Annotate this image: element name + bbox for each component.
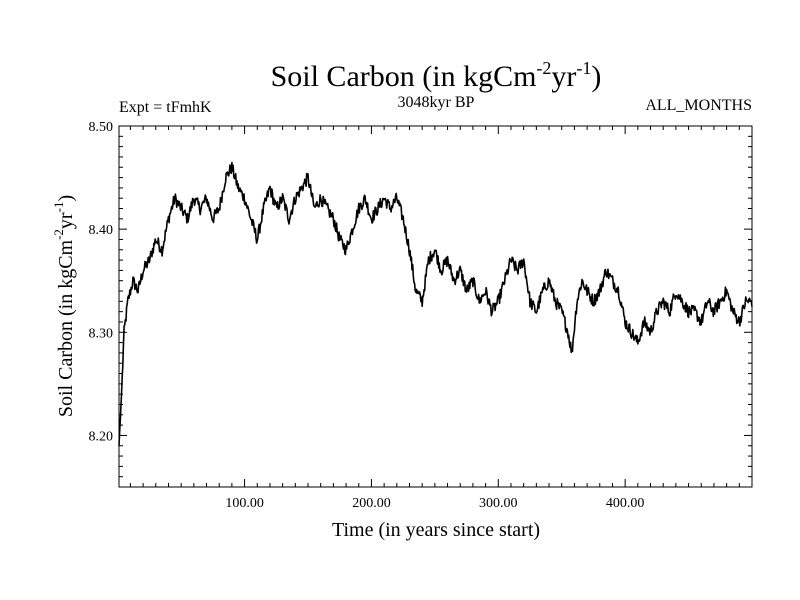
y-axis-label: Soil Carbon (in kgCm-2yr-1): [51, 195, 77, 417]
x-tick-label: 400.00: [606, 496, 645, 511]
y-tick-label: 8.20: [89, 429, 114, 444]
subtitle-experiment: Expt = tFmhK: [119, 99, 212, 116]
minor-ticks: [119, 126, 752, 487]
y-tick-label: 8.40: [89, 223, 114, 238]
subtitle-months: ALL_MONTHS: [645, 97, 752, 114]
subtitle-period: 3048kyr BP: [398, 94, 475, 111]
x-axis-ticks: 100.00 200.00 300.00 400.00: [225, 126, 644, 511]
y-tick-label: 8.50: [89, 120, 114, 135]
x-tick-label: 100.00: [225, 496, 264, 511]
y-axis-ticks: 8.20 8.30 8.40 8.50: [89, 120, 752, 444]
x-tick-label: 300.00: [479, 496, 518, 511]
chart-title: Soil Carbon (in kgCm-2yr-1): [271, 58, 602, 93]
series-line-soil-carbon: [118, 161, 753, 446]
x-axis-label: Time (in years since start): [332, 519, 540, 541]
y-tick-label: 8.30: [89, 326, 114, 341]
x-tick-label: 200.00: [352, 496, 391, 511]
plot-frame: [118, 125, 753, 488]
